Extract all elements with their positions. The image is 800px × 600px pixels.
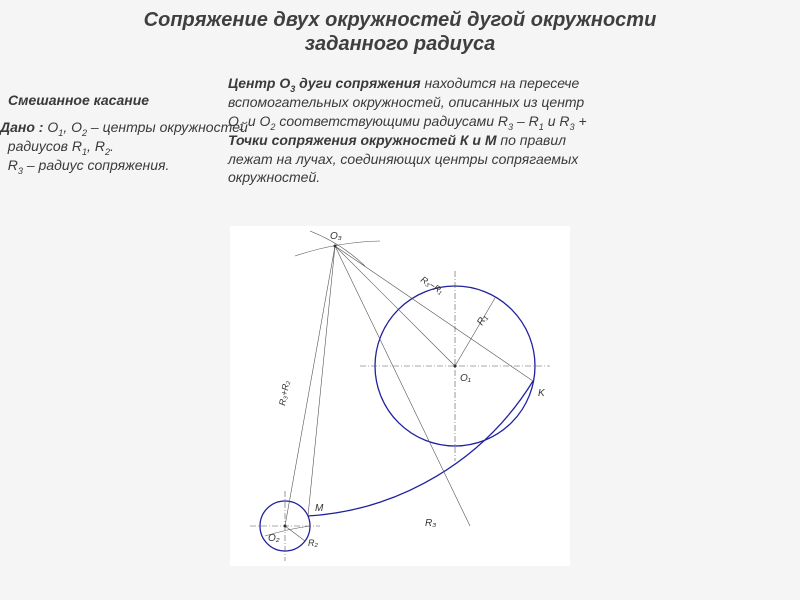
label-m: M [315, 503, 324, 514]
d-p6: окружностей. [228, 169, 320, 185]
title-line2: заданного радиуса [305, 33, 495, 55]
description-block: Центр О3 дуги сопряжения находится на пе… [228, 74, 800, 187]
label-r3pr2: R₃+R₂ [277, 379, 291, 406]
line-o3-m [308, 246, 335, 516]
content-area: Смешанное касание Дано : О1, О2 – центры… [0, 56, 800, 596]
line-o3-o2 [285, 246, 335, 526]
d-p3d: – R [513, 113, 539, 129]
d-p3e: и R [544, 113, 570, 129]
d-p1b: дуги сопряжения [295, 75, 420, 91]
subheading: Смешанное касание [8, 91, 149, 110]
d-p1c: находится на пересече [421, 75, 580, 91]
given-l2a: радиусов R [8, 138, 82, 154]
dot-o2 [284, 525, 287, 528]
given-l2c: . [110, 138, 114, 154]
dot-o1 [454, 365, 457, 368]
d-p3f: + [575, 113, 587, 129]
label-o3: O₃ [330, 231, 342, 242]
given-l3a: R [8, 157, 18, 173]
d-p4b: по правил [496, 132, 566, 148]
d-p4a: Точки сопряжения окружностей К и М [228, 132, 496, 148]
given-l2b: , R [87, 138, 105, 154]
d-p3c: соответствующими радиусами R [275, 113, 508, 129]
dot-o3 [334, 245, 337, 248]
r3-line [335, 246, 470, 526]
title-line1: Сопряжение двух окружностей дугой окружн… [144, 9, 657, 31]
d-p1a: Центр О [228, 75, 290, 91]
label-r1: R₁ [475, 313, 490, 328]
label-r3: R₃ [425, 518, 436, 529]
line-o3-k [335, 246, 533, 381]
fillet-arc [308, 381, 533, 516]
given-l3b: – радиус сопряжения. [23, 157, 169, 173]
geometry-figure: O₁ O₂ O₃ K M R₁ R₂ R₃ R₃−R₁ R₃+R₂ [230, 226, 570, 566]
line-o3-o1 [335, 246, 455, 366]
given-l1c: – центры окружностей [87, 119, 248, 135]
d-p2: вспомогательных окружностей, описанных и… [228, 94, 584, 110]
page-title: Сопряжение двух окружностей дугой окружн… [0, 0, 800, 56]
d-p5: лежат на лучах, соединяющих центры сопря… [228, 151, 578, 167]
label-o2: O₂ [268, 533, 280, 544]
given-l1b: , О [63, 119, 82, 135]
label-k: K [538, 388, 546, 399]
d-p3a: О [228, 113, 239, 129]
label-o1: O₁ [460, 373, 471, 384]
d-p3b: и О [244, 113, 270, 129]
given-label: Дано : [0, 119, 43, 135]
label-r2: R₂ [308, 538, 318, 548]
given-l1a: О [47, 119, 58, 135]
